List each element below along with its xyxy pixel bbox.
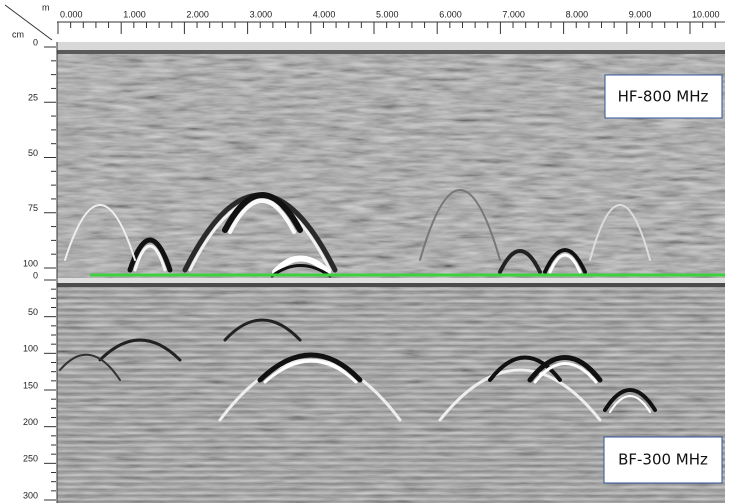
- left-tick-label: 100: [23, 344, 38, 354]
- top-tick-label: 1.000: [123, 9, 146, 19]
- lower-panel-label: BF-300 MHz: [618, 451, 708, 469]
- top-axis-unit: m: [42, 2, 50, 12]
- top-tick-label: 2.000: [186, 9, 209, 19]
- top-tick-label: 6.000: [439, 9, 462, 19]
- left-tick-label: 25: [28, 93, 38, 103]
- top-tick-label: 5.000: [376, 9, 399, 19]
- top-tick-label: 8.000: [566, 9, 589, 19]
- left-tick-label: 250: [23, 454, 38, 464]
- top-tick-label: 9.000: [629, 9, 652, 19]
- panel-label-box: [603, 436, 723, 484]
- panel-label-box: [604, 74, 723, 119]
- left-tick-label: 100: [23, 258, 38, 268]
- left-tick-label: 0: [33, 270, 38, 280]
- top-tick-label: 0.000: [60, 9, 83, 19]
- top-tick-label: 10.000: [692, 9, 720, 19]
- corner-diagonal: [4, 4, 53, 41]
- top-tick-label: 3.000: [250, 9, 273, 19]
- left-tick-label: 150: [23, 380, 38, 390]
- axes: 0.000 1.000 2.000 3.000 4.000 5.000 6.000 7.000…: [23, 9, 720, 501]
- top-tick-label: 4.000: [313, 9, 336, 19]
- upper-panel-label: HF-800 MHz: [618, 88, 709, 106]
- left-tick-label: 300: [23, 490, 38, 500]
- left-tick-label: 50: [28, 307, 38, 317]
- top-tick-label: 7.000: [502, 9, 525, 19]
- left-tick-label: 0: [33, 37, 38, 47]
- left-tick-label: 75: [28, 203, 38, 213]
- left-tick-label: 200: [23, 417, 38, 427]
- left-tick-label: 50: [28, 148, 38, 158]
- left-axis-unit: cm: [12, 29, 24, 39]
